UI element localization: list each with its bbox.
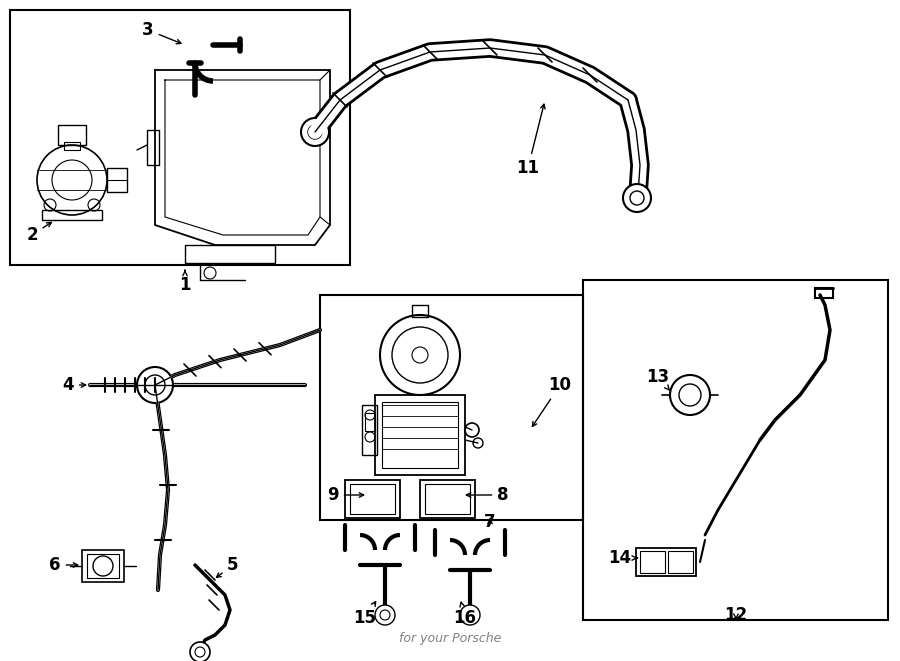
Bar xyxy=(82,550,124,582)
Bar xyxy=(375,395,465,475)
Text: for your Porsche: for your Porsche xyxy=(399,632,501,645)
Circle shape xyxy=(301,118,329,146)
Bar xyxy=(420,480,475,518)
Circle shape xyxy=(670,375,710,415)
Bar xyxy=(320,295,583,520)
Text: 5: 5 xyxy=(217,556,239,578)
Text: 3: 3 xyxy=(142,21,181,44)
Bar xyxy=(583,280,888,620)
Text: 15: 15 xyxy=(354,602,376,627)
Bar xyxy=(87,554,119,578)
Bar xyxy=(668,551,693,573)
Circle shape xyxy=(190,642,210,661)
Bar xyxy=(412,305,428,317)
Circle shape xyxy=(375,605,395,625)
Text: 14: 14 xyxy=(608,549,637,567)
Bar xyxy=(58,125,86,145)
Bar xyxy=(640,551,665,573)
Circle shape xyxy=(137,367,173,403)
Text: 7: 7 xyxy=(484,513,496,531)
Circle shape xyxy=(460,605,480,625)
Bar xyxy=(350,484,395,514)
Bar xyxy=(42,210,102,220)
Bar xyxy=(10,10,350,265)
Bar xyxy=(107,168,127,192)
Bar xyxy=(636,548,696,576)
Circle shape xyxy=(623,184,651,212)
Bar xyxy=(147,130,159,165)
Text: 4: 4 xyxy=(62,376,86,394)
Bar xyxy=(64,142,80,150)
Text: 6: 6 xyxy=(50,556,77,574)
Bar xyxy=(425,484,470,514)
Text: 10: 10 xyxy=(533,376,572,426)
Text: 8: 8 xyxy=(466,486,508,504)
Text: 11: 11 xyxy=(517,104,545,177)
Text: 2: 2 xyxy=(26,222,51,244)
Bar xyxy=(382,402,458,468)
Text: 16: 16 xyxy=(454,602,476,627)
Bar xyxy=(815,288,833,298)
Text: 1: 1 xyxy=(179,270,191,294)
Text: 12: 12 xyxy=(724,606,748,624)
Text: 9: 9 xyxy=(328,486,364,504)
Bar xyxy=(185,245,275,263)
Bar xyxy=(362,405,377,455)
Bar xyxy=(365,413,375,431)
Text: 13: 13 xyxy=(646,368,670,391)
Bar xyxy=(345,480,400,518)
